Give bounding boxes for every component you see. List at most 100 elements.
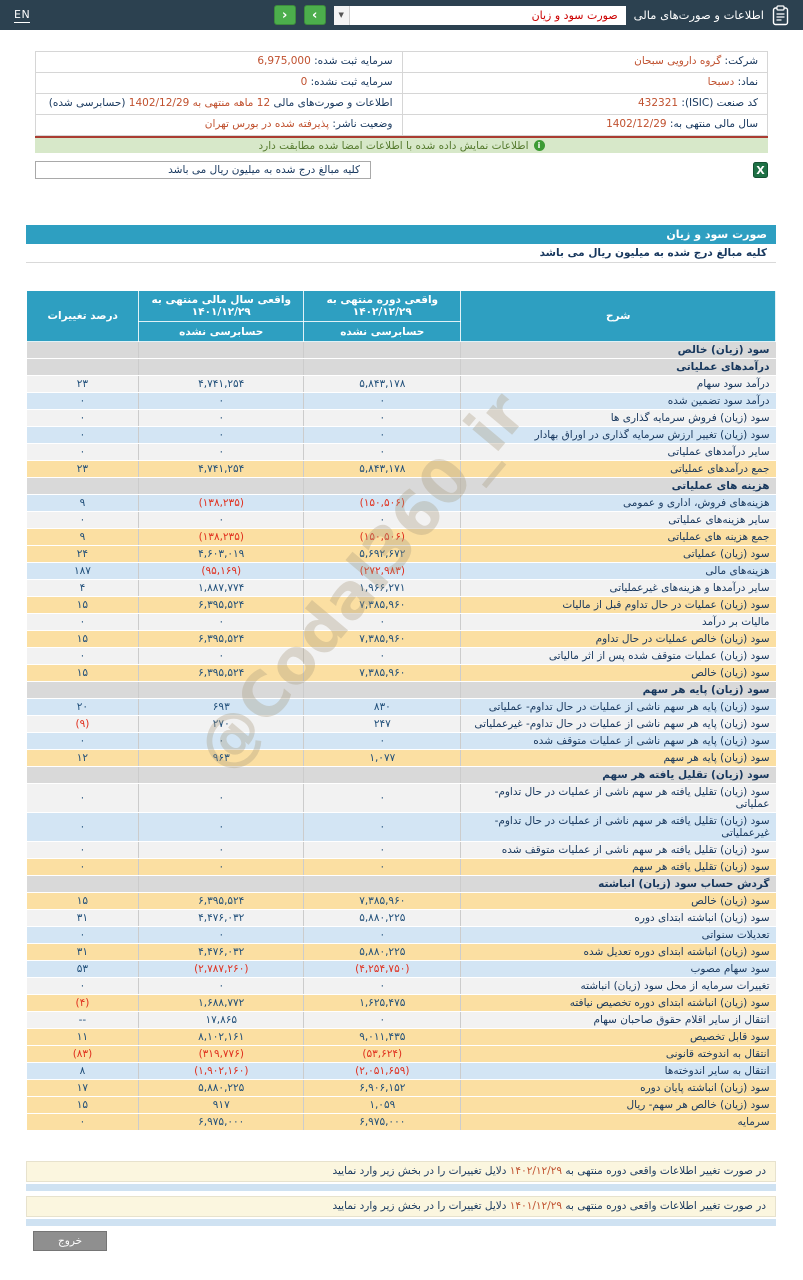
row-label: سود (زیان) فروش سرمایه گذاری ها [460,409,776,427]
table-row: سود (زیان) خالص ۷,۳۸۵,۹۶۰ ۶,۳۹۵,۵۲۴ ۱۵ [26,664,776,682]
prior-period-value: ۰ [138,392,304,410]
section-header-row: هزینه های عملیاتی [26,477,776,495]
row-label: سود (زیان) تقلیل یافته هر سهم [460,858,776,876]
prior-period-value: ۶,۹۷۵,۰۰۰ [138,1113,304,1131]
row-label: سود (زیان) خالص عملیات در حال تداوم [460,630,776,648]
change-percent-value: ۳۱ [26,909,139,927]
change-percent-value [26,766,139,784]
change-percent-value: ۱۵ [26,630,139,648]
prior-period-value: (۹۵,۱۶۹) [138,562,304,580]
col-header-prior-period: واقعی سال مالی منتهی به ۱۴۰۱/۱۲/۲۹ [138,290,305,322]
current-period-value [303,875,461,893]
change-percent-value: ۱۷ [26,1079,139,1097]
prior-period-value [138,875,304,893]
signed-data-notice-text: اطلاعات نمایش داده شده با اطلاعات امضا ش… [258,139,529,152]
table-row: انتقال به اندوخته قانونی (۵۳,۶۲۴) (۳۱۹,۷۷۶… [26,1045,776,1063]
row-label: درآمدهای عملیاتی [460,358,776,376]
table-row: مالیات بر درآمد ۰ ۰ ۰ [26,613,776,631]
change-percent-value: ۰ [26,1113,139,1131]
change-percent-value [26,681,139,699]
row-label: سود (زیان) انباشته ابتدای دوره [460,909,776,927]
row-label: سود (زیان) انباشته ابتدای دوره تخصیص نیا… [460,994,776,1012]
statement-units-row: کلیه مبالغ درج شده به میلیون ریال می باش… [26,244,776,263]
current-period-value [303,681,461,699]
current-period-value: (۴,۲۵۴,۷۵۰) [303,960,461,978]
prior-period-value: ۰ [138,443,304,461]
current-period-value: (۲,۰۵۱,۶۵۹) [303,1062,461,1080]
prior-period-value [138,681,304,699]
row-label: سود (زیان) خالص [460,664,776,682]
table-row: سود سهام مصوب (۴,۲۵۴,۷۵۰) (۲,۷۸۷,۲۶۰) ۵۳ [26,960,776,978]
current-period-value: ۰ [303,783,461,813]
change-percent-value: ۰ [26,783,139,813]
company-info-cell: اطلاعات و صورت‌های مالی 12 ماهه منتهی به… [48,97,393,109]
change-reason-input[interactable] [26,1219,776,1226]
company-info-cell: سال مالی منتهی به: 1402/12/29 [401,115,768,135]
change-percent-value [26,875,139,893]
table-row: سایر درآمدهای عملیاتی ۰ ۰ ۰ [26,443,776,461]
change-percent-value: ۰ [26,409,139,427]
current-period-value: (۲۷۲,۹۸۳) [303,562,461,580]
prior-period-value: ۰ [138,858,304,876]
next-statement-button[interactable]: › [303,5,326,25]
prev-statement-button[interactable]: ‹ [273,5,296,25]
statement-type-select[interactable]: صورت سود و زیان ▼ [333,5,626,25]
row-label: سود (زیان) انباشته پایان دوره [460,1079,776,1097]
row-label: هزینه های عملیاتی [460,477,776,495]
current-period-value: ۵,۸۸۰,۲۲۵ [303,909,461,927]
company-info-row: شرکت: گروه دارویی سبحان سرمایه ثبت شده: 6… [36,52,767,73]
company-info-row: کد صنعت (ISIC): 432321 اطلاعات و صورت‌های… [36,94,767,115]
section-header-row: درآمدهای عملیاتی [26,358,776,376]
change-percent-value: ۲۳ [26,460,139,478]
change-notice-row: در صورت تغییر اطلاعات واقعی دوره منتهی ب… [26,1161,776,1182]
change-percent-value: ۲۳ [26,375,139,393]
change-percent-value: ۰ [26,926,139,944]
table-row: سود (زیان) خالص عملیات در حال تداوم ۷,۳۸۵… [26,630,776,648]
table-row: سود قابل تخصیص ۹,۰۱۱,۴۳۵ ۸,۱۰۲,۱۶۱ ۱۱ [26,1028,776,1046]
prior-period-value: ۱,۶۸۸,۷۷۲ [138,994,304,1012]
prior-period-value: ۲۷۰ [138,715,304,733]
change-percent-value: ۲۰ [26,698,139,716]
row-label: هزینه‌های فروش، اداری و عمومی [460,494,776,512]
change-percent-value [26,477,139,495]
change-percent-value: ۰ [26,977,139,995]
change-percent-value [26,341,139,359]
units-line: X کلیه مبالغ درج شده به میلیون ریال می ب… [35,161,768,179]
prior-period-value: (۱,۹۰۲,۱۶۰) [138,1062,304,1080]
table-row: سود (زیان) عملیات در حال تداوم قبل از ما… [26,596,776,614]
change-percent-value: ۱۵ [26,596,139,614]
current-period-value: ۰ [303,426,461,444]
change-percent-value: ۲۴ [26,545,139,563]
table-row: سود (زیان) پایه هر سهم ناشی از عملیات در… [26,698,776,716]
prior-period-value: ۶,۳۹۵,۵۲۴ [138,596,304,614]
row-label: تعدیلات سنواتی [460,926,776,944]
change-reason-input[interactable] [26,1184,776,1191]
row-label: سود (زیان) انباشته ابتدای دوره تعدیل شده [460,943,776,961]
table-row: تعدیلات سنواتی ۰ ۰ ۰ [26,926,776,944]
row-label: سود (زیان) عملیاتی [460,545,776,563]
change-percent-value: ۱۵ [26,1096,139,1114]
current-period-value: ۹,۰۱۱,۴۳۵ [303,1028,461,1046]
change-percent-value: ۳۱ [26,943,139,961]
prior-period-value [138,358,304,376]
change-percent-value: ۰ [26,647,139,665]
change-percent-value: ۸ [26,1062,139,1080]
current-period-value: ۰ [303,443,461,461]
current-period-value: ۵,۶۹۲,۶۷۲ [303,545,461,563]
table-row: سود (زیان) خالص هر سهم- ریال ۱,۰۵۹ ۹۱۷ ۱۵ [26,1096,776,1114]
table-row: سود (زیان) پایه هر سهم ۱,۰۷۷ ۹۶۳ ۱۲ [26,749,776,767]
language-toggle-en[interactable]: EN [14,7,31,23]
table-row: سود (زیان) فروش سرمایه گذاری ها ۰ ۰ ۰ [26,409,776,427]
excel-export-icon[interactable]: X [753,162,768,178]
prior-period-value: ۰ [138,783,304,813]
row-label: سایر هزینه‌های عملیاتی [460,511,776,529]
change-percent-value: ۰ [26,812,139,842]
company-info-cell: کد صنعت (ISIC): 432321 [401,94,768,114]
current-period-value: ۰ [303,841,461,859]
current-period-value: ۰ [303,409,461,427]
exit-button[interactable]: خروج [33,1231,108,1251]
change-percent-value: (۴) [26,994,139,1012]
change-percent-value: ۰ [26,511,139,529]
prior-period-value: ۱,۸۸۷,۷۷۴ [138,579,304,597]
row-label: سود (زیان) عملیات در حال تداوم قبل از ما… [460,596,776,614]
